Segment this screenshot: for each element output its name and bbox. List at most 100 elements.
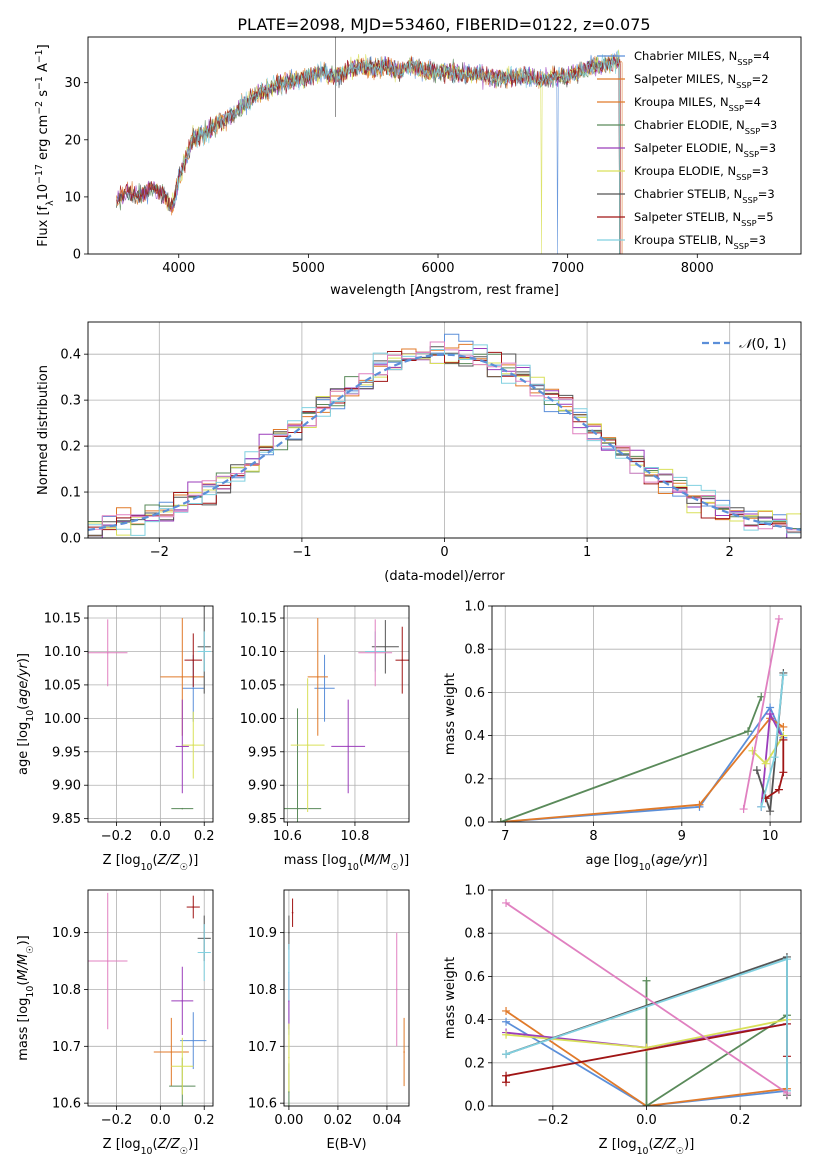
weight-line-1 <box>500 717 784 822</box>
y-axis-label: mass weight <box>443 673 458 755</box>
x-axis-label: wavelength [Angstrom, rest frame] <box>330 283 559 298</box>
x-tick-label: 1 <box>583 545 591 560</box>
data-point <box>203 951 206 954</box>
x-tick-label: 8000 <box>681 261 714 276</box>
x-tick-label: 0.0 <box>636 1113 657 1128</box>
spectrum-line-7 <box>116 54 622 254</box>
y-tick-label: 10.8 <box>52 983 81 998</box>
data-point <box>192 744 195 746</box>
residuals-axes-plot-area <box>88 333 801 538</box>
x-tick-label: −0.2 <box>537 1113 569 1128</box>
weight-vs-age-axes-plot-area <box>496 614 788 822</box>
data-point <box>181 745 184 748</box>
y-tick-label: 10.05 <box>44 678 81 693</box>
data-point <box>288 1056 290 1059</box>
y-tick-label: 10 <box>64 190 81 205</box>
y-tick-label: 10.10 <box>44 645 81 660</box>
weight-line-1 <box>505 1010 788 1106</box>
spectrum-line-6 <box>116 56 620 254</box>
data-point <box>181 1065 184 1068</box>
weight-marker <box>502 1006 511 1015</box>
spectrum-axes: 4000 5000 6000 7000 8000 0 10 20 30 wavelength [A… <box>34 36 802 298</box>
weight-marker <box>782 1089 791 1098</box>
weight-marker <box>502 1050 511 1059</box>
axes-frame <box>283 605 410 823</box>
y-tick-label: 9.95 <box>248 745 277 760</box>
data-point <box>192 1039 195 1042</box>
x-tick-label: 2 <box>726 545 734 560</box>
y-tick-label: 0.4 <box>464 729 485 744</box>
weight-marker <box>782 955 791 964</box>
x-tick-label: 0.0 <box>150 1113 171 1128</box>
weight-marker <box>739 805 748 814</box>
x-tick-label: 7 <box>501 829 509 844</box>
weight-vs-age-axes: 7 8 9 10 0.0 0.2 0.4 0.6 0.8 1.0 age [log10(age/yr… <box>443 600 802 873</box>
spectrum-line-1 <box>116 54 623 254</box>
y-tick-label: 0.2 <box>464 772 485 787</box>
y-tick-label: 10.15 <box>240 612 277 627</box>
weight-line-2 <box>645 980 788 1106</box>
weight-marker <box>766 710 775 718</box>
data-point <box>192 906 195 908</box>
weight-vs-Z-axes: −0.2 0.0 0.2 0.0 0.2 0.4 0.6 0.8 1.0 Z [log10(Z/Z… <box>443 884 802 1157</box>
weight-line-0 <box>500 705 785 822</box>
data-point <box>203 650 206 653</box>
data-point <box>384 645 387 648</box>
legend-entry: Kroupa ELODIE, NSSP=3 <box>634 164 769 182</box>
axes-frame <box>87 889 214 1107</box>
x-tick-label: −1 <box>292 545 311 560</box>
y-tick-label: 0.2 <box>464 1056 485 1071</box>
y-tick-label: 20 <box>64 133 81 148</box>
x-tick-label: 0.2 <box>194 1113 215 1128</box>
y-tick-label: 0.1 <box>60 486 81 501</box>
mass-vs-EBV-axes: 0.00 0.02 0.04 10.6 10.7 10.8 10.9 E(B-V) <box>248 889 410 1152</box>
legend-entry: Kroupa STELIB, NSSP=3 <box>634 233 766 251</box>
x-tick-label: 4000 <box>162 261 195 276</box>
weight-marker <box>774 614 783 623</box>
data-point <box>106 960 109 962</box>
axes-frame <box>87 36 802 255</box>
y-tick-label: 9.85 <box>52 812 81 827</box>
y-tick-label: 0.4 <box>60 348 81 363</box>
y-tick-label: 10.9 <box>52 926 81 941</box>
weight-marker <box>779 722 788 731</box>
legend-entry: Kroupa MILES, NSSP=4 <box>634 95 761 113</box>
weight-marker <box>752 766 761 775</box>
y-axis-label: Normed distribution <box>36 365 51 495</box>
legend-entry: Salpeter MILES, NSSP=2 <box>634 72 769 90</box>
y-tick-label: 0.4 <box>464 1013 485 1028</box>
y-tick-label: 30 <box>64 76 81 91</box>
y-tick-label: 10.00 <box>44 712 81 727</box>
histogram-step-8 <box>88 341 801 535</box>
y-tick-label: 9.90 <box>52 779 81 794</box>
y-tick-label: 0.2 <box>60 440 81 455</box>
y-axis-label: Flux [fλ10−17 erg cm−2 s−1 A−1] <box>34 44 56 246</box>
data-point <box>403 1051 405 1053</box>
x-tick-label: 8 <box>589 829 597 844</box>
y-tick-label: 0.6 <box>464 686 485 701</box>
weight-marker <box>502 1017 511 1026</box>
y-tick-label: 10.8 <box>248 983 277 998</box>
y-axis-label: mass weight <box>443 957 458 1039</box>
y-tick-label: 9.90 <box>248 779 277 794</box>
y-tick-label: 0.0 <box>464 1100 485 1115</box>
x-tick-label: −2 <box>150 545 169 560</box>
weight-marker <box>779 671 788 680</box>
x-tick-label: −0.2 <box>101 829 133 844</box>
weight-marker <box>642 976 651 985</box>
residuals-axes: −2 −1 0 1 2 0.0 0.1 0.2 0.3 0.4 (data-model)/error… <box>36 321 802 584</box>
x-tick-label: 0.0 <box>150 829 171 844</box>
legend-entry: Salpeter STELIB, NSSP=5 <box>634 210 774 228</box>
x-axis-label: mass [log10(M/M☉)] <box>284 853 410 873</box>
y-tick-label: 10.9 <box>248 926 277 941</box>
y-tick-label: 10.05 <box>240 678 277 693</box>
x-tick-label: 0.2 <box>730 1113 751 1128</box>
data-point <box>347 745 349 748</box>
y-tick-label: 10.7 <box>52 1040 81 1055</box>
weight-marker <box>779 735 788 744</box>
spectrum-legend: Chabrier MILES, NSSP=4 Salpeter MILES, NS… <box>597 49 777 251</box>
data-point <box>181 807 184 810</box>
legend-entry: Chabrier ELODIE, NSSP=3 <box>634 118 777 136</box>
y-tick-label: 0.0 <box>464 816 485 831</box>
data-point <box>306 744 309 746</box>
